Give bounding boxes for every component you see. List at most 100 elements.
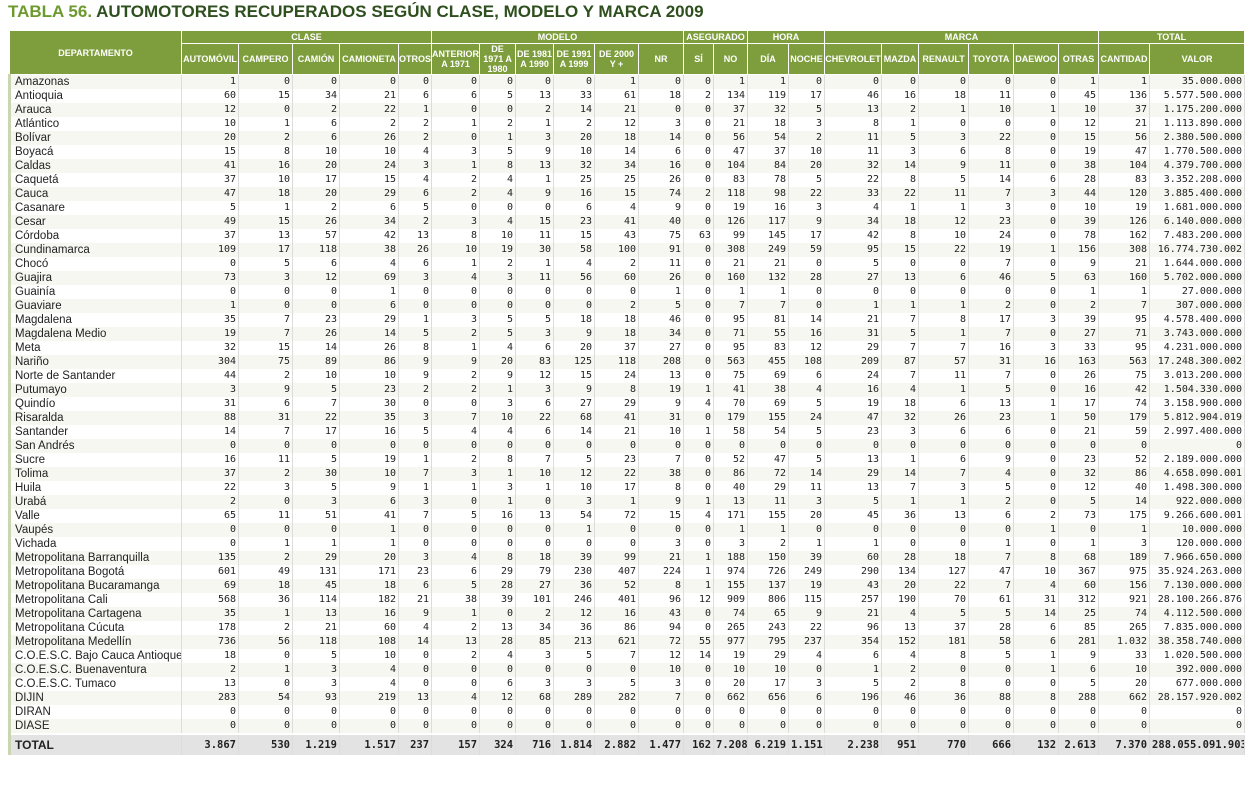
cell: 104 (1098, 159, 1151, 173)
cell: 5 (431, 509, 481, 523)
cell: 11 (918, 187, 970, 201)
column-header: SÍ (683, 43, 715, 75)
cell: 189 (1098, 551, 1151, 565)
cell: 126 (713, 215, 749, 229)
cell: 0 (1098, 705, 1151, 719)
cell: 3 (788, 495, 826, 509)
cell: 0 (1013, 383, 1060, 397)
cell: 59 (788, 243, 826, 257)
cell: 1 (713, 74, 749, 89)
cell: 37 (181, 467, 239, 481)
cell: 38.358.740.000 (1149, 635, 1246, 649)
cell: 2 (181, 663, 239, 677)
cell: 1 (515, 117, 555, 131)
cell: 0 (683, 719, 715, 734)
cell: 5 (824, 257, 883, 271)
cell: 0 (788, 299, 826, 313)
cell: 54 (238, 691, 293, 705)
cell: 75 (1098, 369, 1151, 383)
cell: 0 (638, 705, 685, 719)
cell: 0 (824, 705, 883, 719)
cell: 157 (431, 733, 481, 755)
cell: 304 (181, 355, 239, 369)
cell: 20 (788, 509, 826, 523)
cell: 3.158.900.000 (1149, 397, 1246, 411)
cell: 0 (1058, 439, 1100, 453)
cell: 156 (1058, 243, 1100, 257)
cell: 10 (638, 425, 685, 439)
cell: 257 (824, 593, 883, 607)
cell: 17 (238, 243, 293, 257)
cell: 16 (1058, 383, 1100, 397)
cell: 5 (788, 173, 826, 187)
cell: 20 (553, 131, 596, 145)
cell: 9 (339, 481, 399, 495)
cell: 726 (747, 565, 790, 579)
cell: 1 (918, 299, 970, 313)
cell: 2 (515, 103, 555, 117)
department: Vichada (8, 537, 182, 551)
cell: 109 (181, 243, 239, 257)
department: DIASE (8, 719, 182, 734)
cell: 10 (339, 467, 399, 481)
cell: 770 (918, 733, 970, 755)
cell: 0 (747, 705, 790, 719)
cell: 1 (918, 103, 970, 117)
cell: 1 (1013, 411, 1060, 425)
cell: 0 (431, 663, 481, 677)
cell: 29 (747, 481, 790, 495)
cell: 11 (824, 131, 883, 145)
cell: 58 (553, 243, 596, 257)
cell: 4 (479, 215, 517, 229)
cell: 55 (747, 327, 790, 341)
column-header: DÍA (747, 43, 790, 75)
cell: 0 (683, 173, 715, 187)
cell: 85 (515, 635, 555, 649)
cell: 86 (1098, 467, 1151, 481)
cell: 0 (683, 271, 715, 285)
cell: 4 (881, 649, 920, 663)
cell: 0 (553, 285, 596, 299)
cell: 13 (824, 481, 883, 495)
cell: 7 (238, 327, 293, 341)
cell: 0 (683, 467, 715, 481)
cell: 6.140.000.000 (1149, 215, 1246, 229)
cell: 60 (181, 89, 239, 103)
cell: 6 (1013, 635, 1060, 649)
cell: 45 (1058, 89, 1100, 103)
cell: 5 (968, 481, 1015, 495)
cell: 37 (1098, 103, 1151, 117)
cell: 1 (824, 663, 883, 677)
data-row: Norte de Santander 44 2 10 10 9 2 9 12 15 24 13 0 75 6… (8, 369, 1246, 383)
cell: 9 (638, 201, 685, 215)
data-row: Córdoba 37 13 57 42 13 8 10 11 15 43 75 63 99 145 17 42 8… (8, 229, 1246, 243)
cell: 25 (594, 173, 640, 187)
data-row: Guajira 73 3 12 69 3 4 3 11 56 60 26 0 160 132 28 27 13 6 4… (8, 271, 1246, 285)
cell: 13 (515, 159, 555, 173)
cell: 18 (515, 551, 555, 565)
cell: 1 (881, 453, 920, 467)
cell: 119 (747, 89, 790, 103)
cell: 19 (181, 327, 239, 341)
cell: 0 (1013, 285, 1060, 299)
cell: 282 (594, 691, 640, 705)
cell: 37 (594, 341, 640, 355)
department: Tolima (8, 467, 182, 481)
cell: 0 (292, 719, 340, 734)
group-header: MODELO (431, 30, 685, 44)
title-text: AUTOMOTORES RECUPERADOS SEGÚN CLASE, MOD… (96, 2, 704, 21)
column-header: AUTOMÓVIL (181, 43, 239, 75)
cell: 0 (238, 649, 293, 663)
cell: 1 (515, 257, 555, 271)
cell: 2 (479, 117, 517, 131)
cell: 0 (479, 663, 517, 677)
cell: 5 (553, 649, 596, 663)
cell: 1 (1098, 285, 1151, 299)
cell: 55 (683, 635, 715, 649)
cell: 795 (747, 635, 790, 649)
cell: 6 (292, 257, 340, 271)
cell: 0 (918, 439, 970, 453)
cell: 10 (339, 649, 399, 663)
cell: 13 (824, 453, 883, 467)
cell: 131 (292, 565, 340, 579)
